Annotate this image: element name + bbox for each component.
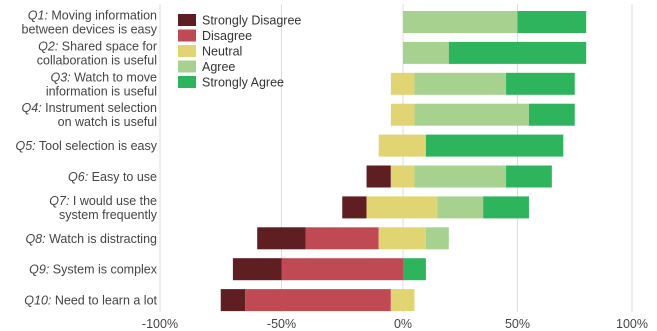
bar-segment — [506, 72, 575, 95]
question-label: Q8: Watch is distracting — [25, 232, 157, 246]
legend-swatch — [178, 60, 196, 73]
question-label: Q3: Watch to move — [50, 70, 157, 84]
question-label: Q9: System is complex — [29, 263, 158, 277]
bar-segment — [378, 227, 426, 250]
question-label: Q1: Moving information — [28, 9, 157, 23]
question-label: Q7: I would use the — [49, 194, 157, 208]
x-tick-label: 50% — [505, 317, 530, 331]
bars — [220, 11, 587, 312]
bar-segment — [437, 196, 484, 219]
legend-label: Agree — [202, 60, 235, 74]
bar-segment — [245, 289, 391, 312]
bar-segment — [390, 289, 415, 312]
bar-segment — [448, 41, 587, 64]
question-label-line: collaboration is useful — [37, 53, 157, 67]
question-label: Q6: Easy to use — [68, 170, 157, 184]
bar-segment — [425, 134, 564, 157]
legend-swatch — [178, 76, 196, 88]
bar-segment — [403, 258, 426, 281]
bar-segment — [414, 72, 507, 95]
bar-segment — [220, 289, 246, 312]
bar-segment — [378, 134, 426, 157]
legend-swatch — [178, 29, 196, 42]
bar-segment — [390, 165, 415, 188]
legend-label: Strongly Agree — [202, 76, 284, 90]
question-label-line: on watch is useful — [58, 115, 157, 129]
question-label: Q5: Tool selection is easy — [15, 139, 157, 153]
question-label: Q10: Need to learn a lot — [24, 294, 157, 308]
x-tick-label: -50% — [267, 317, 296, 331]
bar-segment — [342, 196, 367, 219]
bar-segment — [517, 11, 587, 33]
x-tick-label: 0% — [394, 317, 412, 331]
bar-segment — [390, 103, 415, 126]
bar-segment — [366, 196, 438, 219]
bar-segment — [257, 227, 306, 250]
legend-swatch — [178, 14, 196, 26]
bar-segment — [281, 258, 403, 281]
legend-label: Neutral — [202, 45, 242, 59]
legend-label: Strongly Disagree — [202, 14, 301, 28]
bar-segment — [414, 165, 507, 188]
bar-segment — [390, 72, 415, 95]
bar-segment — [403, 11, 518, 33]
question-label-line: system frequently — [59, 208, 158, 222]
bar-segment — [366, 165, 391, 188]
question-label-line: information is useful — [46, 84, 157, 98]
bar-segment — [305, 227, 379, 250]
question-label: Q4: Instrument selection — [22, 101, 158, 115]
bar-segment — [483, 196, 529, 219]
bar-segment — [403, 41, 449, 64]
legend-label: Disagree — [202, 29, 252, 43]
bar-segment — [528, 103, 575, 126]
x-axis-ticks: -100% -50% 0% 50% 100% — [142, 317, 648, 331]
bar-segment — [414, 103, 529, 126]
x-tick-label: 100% — [616, 317, 648, 331]
bar-segment — [506, 165, 552, 188]
question-label-line: between devices is easy — [22, 23, 158, 37]
legend-swatch — [178, 45, 196, 57]
bar-segment — [232, 258, 282, 281]
question-label: Q2: Shared space for — [38, 39, 157, 53]
bar-segment — [425, 227, 449, 250]
x-tick-label: -100% — [142, 317, 178, 331]
